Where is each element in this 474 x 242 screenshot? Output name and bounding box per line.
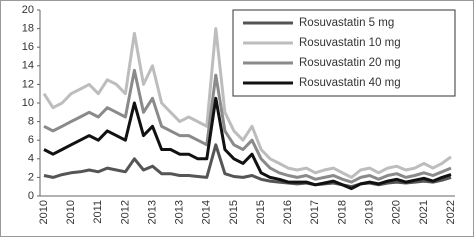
y-tick-label: 2 (28, 171, 34, 183)
x-tick-label: 2019 (364, 200, 376, 224)
x-tick-label: 2022 (445, 200, 457, 224)
y-tick-label: 8 (28, 116, 34, 128)
series-line (42, 27, 452, 179)
legend-label: Rosuvastatin 5 mg (299, 17, 394, 29)
y-tick-label: 0 (28, 190, 34, 202)
x-tick-label: 2021 (418, 200, 430, 224)
y-tick-label: 16 (22, 41, 34, 53)
x-tick-label: 2013 (174, 200, 186, 224)
y-tick-label: 14 (22, 60, 34, 72)
x-tick-label: 2010 (38, 200, 50, 224)
y-tick-label: 4 (28, 153, 34, 165)
x-tick-label: 2015 (255, 200, 267, 224)
x-tick-label: 2014 (201, 200, 213, 224)
chart: 0 2 4 6 8 10 12 14 16 18 20 2010 2010 2011 2012 2013 201… (0, 0, 474, 237)
y-tick-label: 18 (22, 23, 34, 35)
x-tick-label: 2011 (92, 200, 104, 224)
series-line (43, 96, 452, 191)
y-tick-label: 20 (22, 4, 34, 16)
legend-label: Rosuvastatin 20 mg (299, 57, 401, 69)
legend-label: Rosuvastatin 40 mg (299, 77, 401, 89)
x-tick-label: 2018 (336, 200, 348, 224)
y-tick-label: 12 (22, 78, 34, 90)
y-tick-label: 6 (28, 134, 34, 146)
x-tick-label: 2013 (146, 200, 158, 224)
y-tick-label: 10 (22, 97, 34, 109)
legend-label: Rosuvastatin 10 mg (299, 37, 401, 49)
x-tick-label: 2016 (282, 200, 294, 224)
x-tick-label: 2010 (65, 200, 77, 224)
x-tick-label: 2012 (119, 200, 131, 224)
series-line (43, 68, 452, 184)
x-tick-label: 2015 (228, 200, 240, 224)
x-tick-label: 2017 (309, 200, 321, 224)
plot (42, 27, 452, 191)
x-tick-label: 2020 (391, 200, 403, 224)
